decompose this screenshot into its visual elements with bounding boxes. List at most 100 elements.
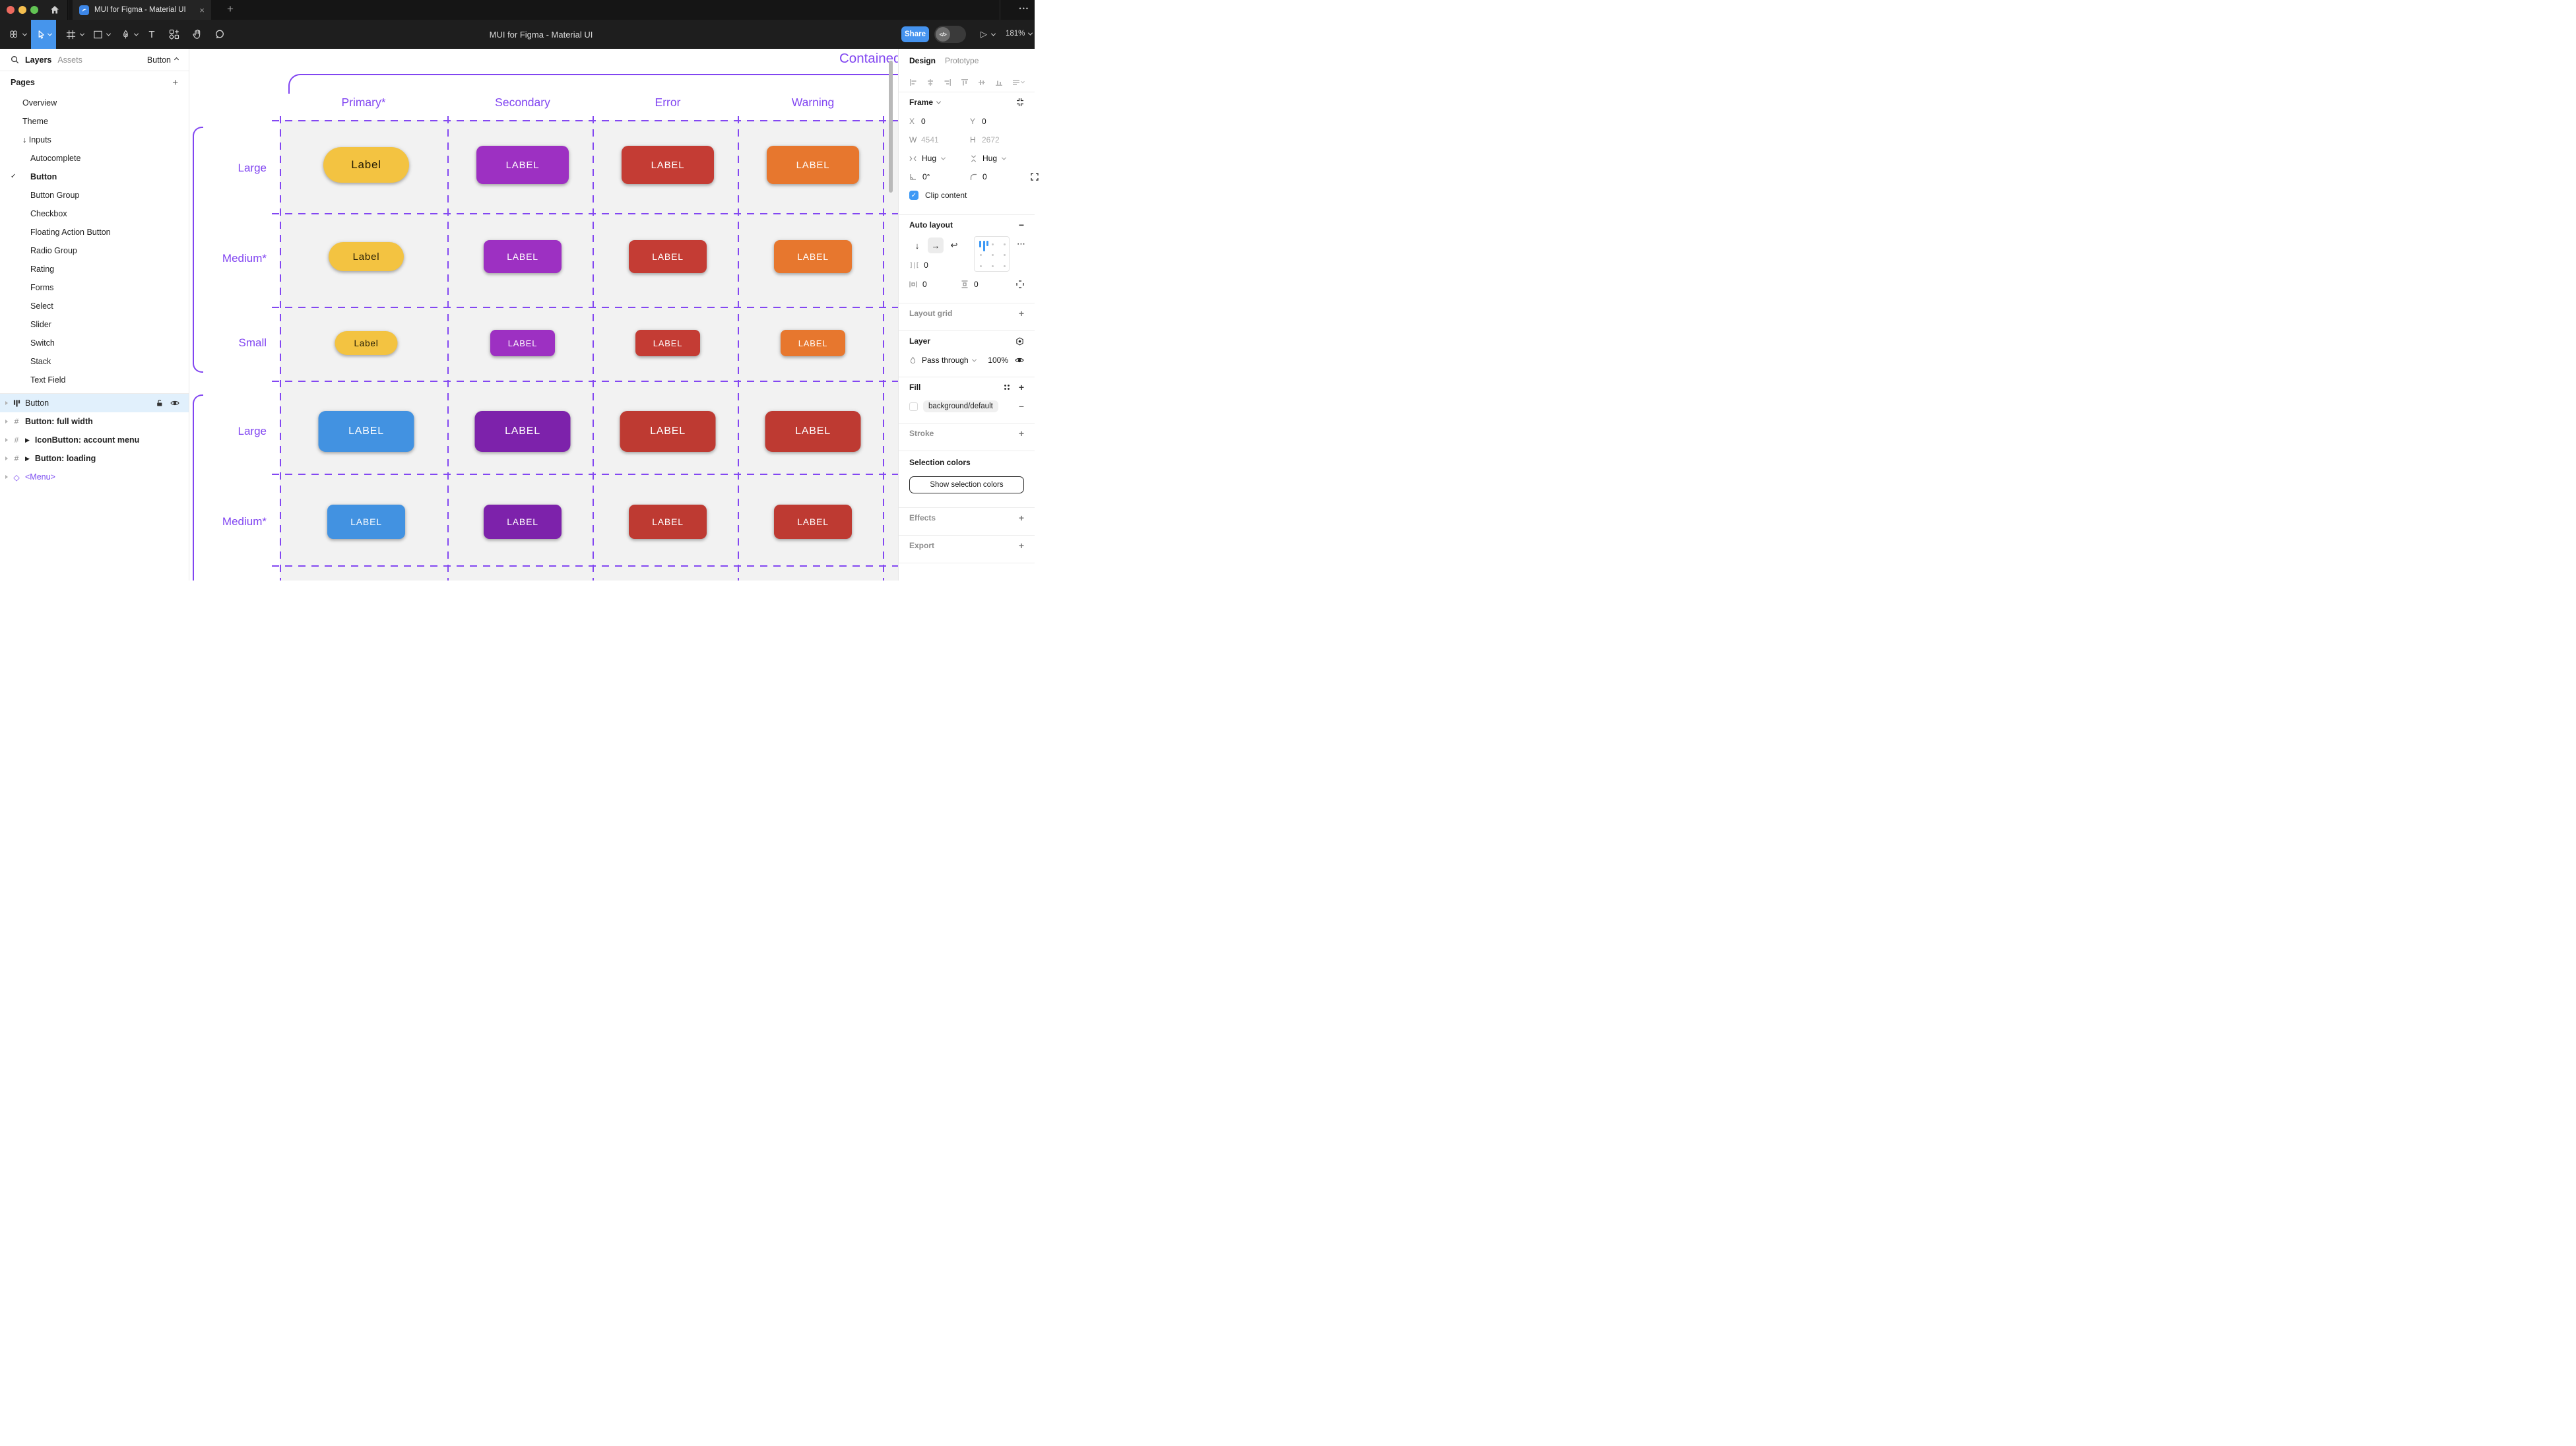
remove-auto-layout-icon[interactable]: − — [1018, 220, 1024, 230]
search-icon[interactable] — [11, 55, 19, 64]
frame-section-title[interactable]: Frame — [909, 98, 934, 107]
shape-tool-chevron-icon[interactable] — [104, 20, 112, 49]
new-tab-icon[interactable]: + — [227, 3, 234, 15]
expand-caret-icon[interactable] — [5, 475, 8, 479]
page-selector[interactable]: Button — [147, 55, 179, 65]
add-stroke-icon[interactable]: + — [1018, 428, 1024, 439]
pen-tool-chevron-icon[interactable] — [132, 20, 140, 49]
gap-input[interactable]: 0 — [924, 261, 928, 270]
share-button[interactable]: Share — [901, 26, 929, 42]
button-component[interactable]: LABEL — [490, 330, 555, 356]
minimize-window-button[interactable] — [18, 6, 26, 14]
zoom-level-control[interactable]: 181% — [1006, 30, 1033, 38]
frame-type-chevron-icon[interactable] — [936, 99, 942, 104]
tab-layers[interactable]: Layers — [25, 55, 52, 65]
expand-caret-icon[interactable] — [5, 420, 8, 424]
button-component[interactable]: LABEL — [476, 146, 569, 184]
collapse-panel-icon[interactable] — [1016, 98, 1024, 106]
button-component[interactable]: LABEL — [635, 330, 700, 356]
sidebar-page-stack[interactable]: Stack — [30, 357, 51, 366]
button-component[interactable]: LABEL — [484, 240, 562, 273]
corner-radius-input[interactable]: 0 — [982, 172, 987, 181]
frame-tool-chevron-icon[interactable] — [78, 20, 86, 49]
align-bottom-icon[interactable] — [995, 79, 1003, 86]
layer-row-menu-component[interactable]: ◇ <Menu> — [0, 468, 189, 486]
layer-row-iconbutton-account-menu[interactable]: # ▶ IconButton: account menu — [0, 431, 189, 449]
add-layout-grid-icon[interactable]: + — [1018, 308, 1024, 319]
sidebar-page-inputs[interactable]: ↓ Inputs — [22, 135, 51, 144]
layout-direction-right-icon[interactable]: → — [928, 237, 944, 253]
button-component[interactable]: LABEL — [767, 146, 859, 184]
home-icon[interactable] — [49, 5, 60, 15]
button-component[interactable]: LABEL — [629, 240, 707, 273]
comment-tool-icon[interactable] — [213, 20, 226, 49]
sidebar-page-autocomplete[interactable]: Autocomplete — [30, 154, 81, 163]
sidebar-page-rating[interactable]: Rating — [30, 265, 55, 274]
distribute-menu-icon[interactable] — [1012, 79, 1025, 86]
add-page-icon[interactable]: + — [172, 77, 178, 88]
button-component[interactable]: LABEL — [474, 411, 571, 452]
button-component[interactable]: LABEL — [781, 330, 845, 356]
pen-tool-icon[interactable] — [119, 20, 132, 49]
alignment-grid-control[interactable] — [974, 236, 1010, 272]
align-horizontal-center-icon[interactable] — [926, 79, 934, 86]
blend-mode-icon[interactable] — [1015, 337, 1024, 346]
layer-visibility-eye-icon[interactable] — [1015, 357, 1024, 363]
sidebar-page-checkbox[interactable]: Checkbox — [30, 209, 67, 218]
hug-vertical-select[interactable]: Hug — [982, 154, 998, 163]
sidebar-page-theme[interactable]: Theme — [22, 117, 48, 126]
independent-corners-icon[interactable] — [1031, 173, 1039, 181]
blend-mode-select[interactable]: Pass through — [922, 356, 969, 365]
present-button[interactable]: ▷ — [981, 29, 996, 40]
horizontal-padding-input[interactable]: 0 — [922, 280, 927, 289]
add-fill-icon[interactable]: + — [1018, 382, 1024, 393]
window-more-icon[interactable]: ••• — [1019, 5, 1029, 12]
maximize-window-button[interactable] — [30, 6, 38, 14]
tab-close-icon[interactable]: × — [199, 5, 205, 15]
button-component[interactable]: LABEL — [774, 505, 852, 539]
x-input[interactable]: 0 — [921, 117, 926, 126]
text-tool-icon[interactable]: T — [148, 28, 155, 40]
sidebar-page-slider[interactable]: Slider — [30, 320, 51, 329]
rotation-input[interactable]: 0° — [922, 172, 930, 181]
height-input[interactable]: 2672 — [982, 135, 1000, 144]
resources-tool-icon[interactable] — [168, 20, 181, 49]
fill-color-swatch[interactable] — [909, 402, 918, 411]
add-export-icon[interactable]: + — [1018, 540, 1024, 551]
shape-tool-icon[interactable] — [91, 20, 104, 49]
remove-fill-icon[interactable]: − — [1018, 401, 1024, 412]
width-input[interactable]: 4541 — [921, 135, 939, 144]
hand-tool-icon[interactable] — [191, 20, 204, 49]
expand-caret-icon[interactable] — [5, 438, 8, 442]
expand-caret-icon[interactable] — [5, 401, 8, 405]
layout-direction-down-icon[interactable]: ↓ — [915, 240, 920, 251]
sidebar-page-switch[interactable]: Switch — [30, 338, 55, 348]
sidebar-page-select[interactable]: Select — [30, 301, 53, 311]
button-component[interactable]: Label — [329, 242, 404, 271]
move-tool-button[interactable] — [31, 20, 56, 49]
sidebar-page-forms[interactable]: Forms — [30, 283, 54, 292]
sidebar-page-button[interactable]: ✓ Button — [0, 168, 189, 186]
align-vertical-center-icon[interactable] — [978, 79, 986, 86]
main-menu-figma-icon[interactable] — [5, 20, 21, 49]
button-component[interactable]: LABEL — [327, 505, 405, 539]
layout-wrap-icon[interactable]: ↩ — [950, 240, 958, 250]
main-menu-chevron-icon[interactable] — [20, 20, 28, 49]
expand-caret-icon[interactable] — [5, 456, 8, 460]
tab-design[interactable]: Design — [909, 56, 936, 65]
layer-row-button-loading[interactable]: # ▶ Button: loading — [0, 449, 189, 468]
align-left-icon[interactable] — [909, 79, 917, 86]
canvas-scrollbar[interactable] — [889, 61, 893, 193]
sidebar-page-button-group[interactable]: Button Group — [30, 191, 80, 200]
opacity-input[interactable]: 100% — [988, 356, 1008, 365]
button-component[interactable]: LABEL — [774, 240, 852, 273]
layer-row-button[interactable]: Button — [0, 394, 189, 412]
sidebar-page-overview[interactable]: Overview — [22, 98, 57, 108]
hug-horizontal-select[interactable]: Hug — [922, 154, 937, 163]
align-top-icon[interactable] — [961, 79, 969, 86]
unlock-icon[interactable] — [156, 399, 164, 407]
show-selection-colors-button[interactable]: Show selection colors — [909, 476, 1024, 493]
y-input[interactable]: 0 — [982, 117, 986, 126]
frame-tool-icon[interactable] — [64, 20, 77, 49]
add-effect-icon[interactable]: + — [1018, 513, 1024, 523]
